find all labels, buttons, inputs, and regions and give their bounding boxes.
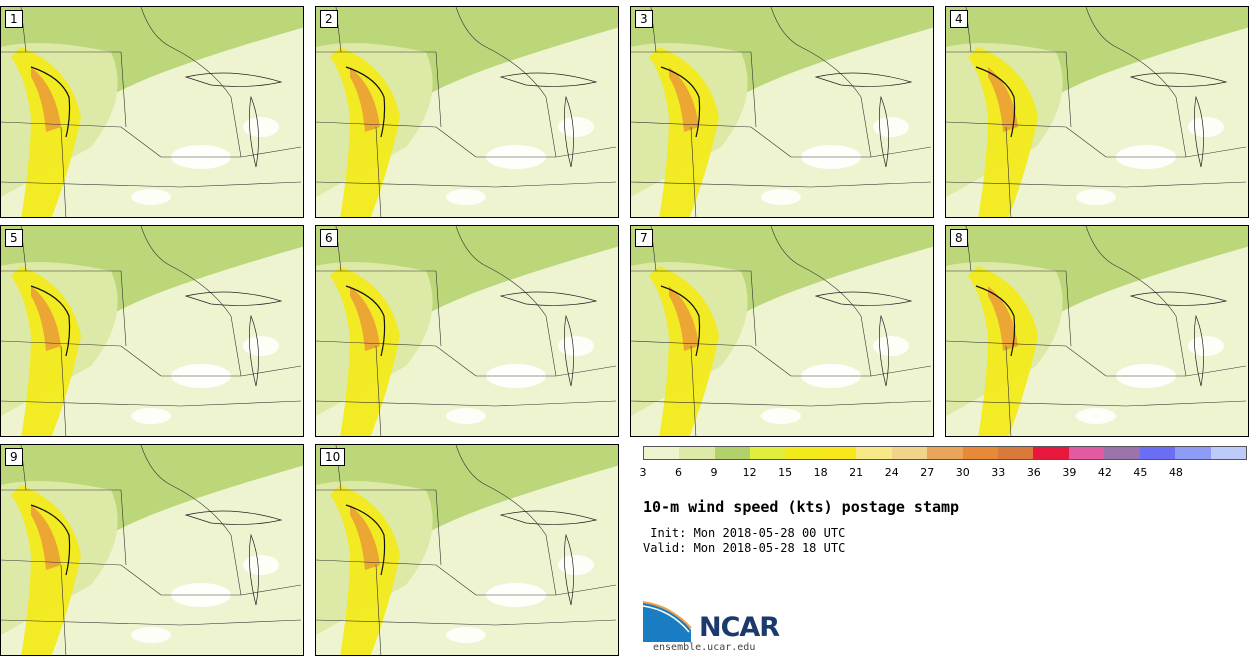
forecast-panel: 3 [630, 6, 934, 218]
panel-number-label: 7 [635, 229, 653, 247]
colorbar-swatch [998, 447, 1034, 459]
colorbar-swatch [856, 447, 892, 459]
wind-speed-map [316, 226, 618, 436]
colorbar-swatch [785, 447, 822, 459]
colorbar-tick-label: 30 [955, 466, 970, 479]
wind-speed-map [316, 7, 618, 217]
colorbar-tick-labels: 3 6 9 12 15 18 21 24 27 30 33 36 39 42 45 48 [639, 466, 1247, 480]
panel-number-label: 2 [320, 10, 338, 28]
colorbar-tick-label: 18 [813, 466, 828, 479]
colorbar-tick-label: 39 [1062, 466, 1077, 479]
forecast-panel: 2 [315, 6, 619, 218]
colorbar-swatch [1104, 447, 1140, 459]
colorbar-tick-label: 42 [1097, 466, 1112, 479]
forecast-panel: 1 [0, 6, 304, 218]
colorbar-swatch [927, 447, 963, 459]
figure-title: 10-m wind speed (kts) postage stamp [643, 498, 960, 516]
colorbar-swatch [750, 447, 786, 459]
panel-number-label: 5 [5, 229, 23, 247]
colorbar [643, 446, 1247, 460]
wind-speed-map [1, 226, 303, 436]
colorbar-tick-label: 45 [1133, 466, 1148, 479]
colorbar-swatch [1210, 447, 1246, 459]
panel-number-label: 3 [635, 10, 653, 28]
forecast-panel: 5 [0, 225, 304, 437]
colorbar-tick-label: 33 [991, 466, 1006, 479]
colorbar-swatch [1068, 447, 1105, 459]
wind-speed-map [1, 445, 303, 655]
colorbar-swatch [962, 447, 999, 459]
logo-url: ensemble.ucar.edu [653, 642, 756, 653]
colorbar-tick-label: 27 [920, 466, 935, 479]
colorbar-tick-label: 21 [849, 466, 864, 479]
forecast-panel: 7 [630, 225, 934, 437]
panel-number-label: 1 [5, 10, 23, 28]
panel-number-label: 10 [320, 448, 346, 466]
colorbar-swatch [1139, 447, 1176, 459]
forecast-panel: 10 [315, 444, 619, 656]
colorbar-tick-label: 6 [675, 466, 683, 479]
colorbar-tick-label: 48 [1168, 466, 1183, 479]
panel-number-label: 6 [320, 229, 338, 247]
colorbar-swatch [714, 447, 751, 459]
forecast-panel: 6 [315, 225, 619, 437]
colorbar-swatch [644, 447, 680, 459]
ncar-logo-icon [643, 601, 692, 642]
colorbar-tick-label: 3 [639, 466, 647, 479]
panel-number-label: 9 [5, 448, 23, 466]
colorbar-tick-label: 24 [884, 466, 899, 479]
colorbar-swatch [679, 447, 715, 459]
valid-time: Valid: Mon 2018-05-28 18 UTC [643, 541, 846, 555]
colorbar-swatch [821, 447, 857, 459]
wind-speed-map [946, 7, 1248, 217]
wind-speed-map [1, 7, 303, 217]
colorbar-swatch [1033, 447, 1069, 459]
forecast-panel: 8 [945, 225, 1249, 437]
init-time: Init: Mon 2018-05-28 00 UTC [643, 526, 846, 540]
panel-number-label: 4 [950, 10, 968, 28]
colorbar-swatch [891, 447, 928, 459]
colorbar-swatch [1175, 447, 1211, 459]
colorbar-tick-label: 15 [778, 466, 793, 479]
panel-number-label: 8 [950, 229, 968, 247]
forecast-panel: 9 [0, 444, 304, 656]
wind-speed-map [946, 226, 1248, 436]
wind-speed-map [631, 7, 933, 217]
wind-speed-map [316, 445, 618, 655]
forecast-panel: 4 [945, 6, 1249, 218]
wind-speed-map [631, 226, 933, 436]
colorbar-tick-label: 9 [710, 466, 718, 479]
colorbar-tick-label: 12 [742, 466, 757, 479]
colorbar-tick-label: 36 [1026, 466, 1041, 479]
ncar-logo-text: NCAR [699, 612, 780, 643]
